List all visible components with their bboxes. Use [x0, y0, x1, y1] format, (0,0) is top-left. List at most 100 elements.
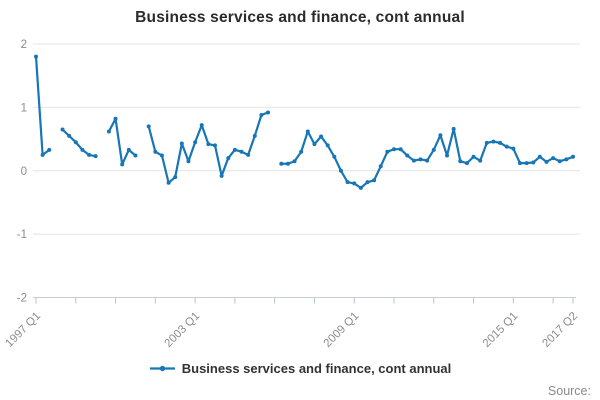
x-axis-tick-label: 2009 Q1 [322, 310, 362, 350]
data-point-marker [193, 140, 198, 145]
data-point-marker [564, 157, 569, 162]
series-line [34, 55, 51, 157]
x-axis-tick-label: 2003 Q1 [163, 310, 203, 350]
data-point-marker [173, 175, 178, 180]
data-point-marker [358, 185, 363, 190]
data-point-marker [166, 180, 171, 185]
data-point-marker [146, 124, 151, 129]
data-point-marker [153, 149, 158, 154]
data-point-marker [365, 180, 370, 185]
data-point-marker [186, 159, 191, 164]
data-point-marker [213, 143, 217, 148]
data-point-marker [40, 152, 45, 157]
series-line [107, 117, 137, 166]
data-point-marker [478, 158, 483, 163]
data-point-marker [93, 154, 98, 159]
data-point-marker [557, 159, 562, 164]
y-axis-tick-label: -1 [17, 229, 27, 241]
data-point-marker [47, 147, 52, 152]
series-line [147, 111, 270, 184]
y-axis-tick-label: 2 [21, 39, 27, 51]
y-axis-tick-label: -2 [17, 293, 27, 305]
data-point-marker [206, 142, 211, 147]
x-axis-tick-label: 1997 Q1 [3, 310, 43, 350]
data-point-marker [438, 133, 443, 138]
data-point-marker [133, 153, 138, 158]
data-point-marker [471, 154, 476, 159]
data-point-marker [425, 158, 430, 163]
data-point-marker [405, 153, 410, 158]
data-point-marker [537, 154, 542, 159]
data-point-marker [67, 133, 72, 138]
legend-item[interactable]: Business services and finance, cont annu… [0, 361, 600, 376]
series-line [280, 127, 575, 189]
data-point-marker [179, 141, 184, 146]
data-point-marker [445, 153, 450, 158]
data-point-marker [372, 178, 377, 183]
data-point-marker [80, 147, 85, 152]
data-point-marker [464, 161, 469, 166]
data-point-marker [498, 140, 503, 145]
data-point-marker [73, 140, 78, 145]
data-point-marker [87, 152, 92, 157]
data-point-marker [431, 147, 436, 152]
data-point-marker [398, 147, 403, 152]
data-point-marker [411, 158, 416, 163]
data-point-marker [345, 180, 350, 185]
data-point-marker [106, 129, 111, 134]
data-point-marker [120, 162, 125, 167]
data-point-marker [491, 139, 496, 144]
data-point-marker [34, 54, 38, 59]
data-point-marker [232, 147, 237, 152]
data-point-marker [352, 181, 357, 186]
data-point-marker [504, 144, 509, 149]
data-point-marker [292, 159, 297, 164]
data-point-marker [246, 152, 251, 157]
legend-label: Business services and finance, cont annu… [181, 361, 452, 376]
data-point-marker [392, 147, 396, 152]
x-axis-tick-label: 2017 Q2 [540, 310, 580, 350]
data-point-marker [319, 134, 324, 139]
data-point-marker [325, 143, 330, 148]
data-point-marker [219, 173, 224, 178]
data-point-marker [338, 168, 343, 173]
data-point-marker [385, 149, 390, 154]
data-point-marker [299, 149, 304, 154]
data-point-marker [451, 126, 456, 131]
data-point-marker [378, 164, 383, 169]
data-point-marker [239, 149, 244, 154]
data-point-marker [199, 123, 204, 128]
x-axis-tick-label: 2015 Q1 [481, 310, 521, 350]
data-point-marker [511, 146, 516, 151]
data-point-marker [285, 161, 290, 166]
data-point-marker [517, 161, 522, 166]
data-point-marker [113, 116, 118, 121]
data-point-marker [484, 140, 489, 145]
y-axis-tick-label: 1 [21, 102, 27, 114]
y-axis-tick-label: 0 [21, 166, 27, 178]
data-point-marker [60, 127, 65, 132]
data-point-marker [551, 156, 556, 161]
data-point-marker [531, 160, 536, 165]
data-point-marker [252, 133, 257, 138]
source-label: Source: [547, 384, 591, 398]
data-point-marker [312, 142, 317, 147]
data-point-marker [418, 157, 423, 162]
legend-line-marker-icon [149, 365, 175, 372]
data-point-marker [524, 161, 529, 166]
data-point-marker [305, 129, 310, 134]
data-point-marker [544, 159, 549, 164]
data-point-marker [279, 161, 284, 166]
data-point-marker [259, 112, 264, 117]
data-point-marker [126, 147, 131, 152]
data-point-marker [571, 154, 575, 159]
data-point-marker [332, 154, 337, 159]
data-point-marker [159, 153, 164, 158]
chart-title: Business services and finance, cont annu… [135, 9, 465, 26]
series-line [61, 128, 97, 158]
data-point-marker [226, 156, 231, 161]
data-point-marker [458, 159, 463, 164]
data-point-marker [266, 110, 271, 115]
